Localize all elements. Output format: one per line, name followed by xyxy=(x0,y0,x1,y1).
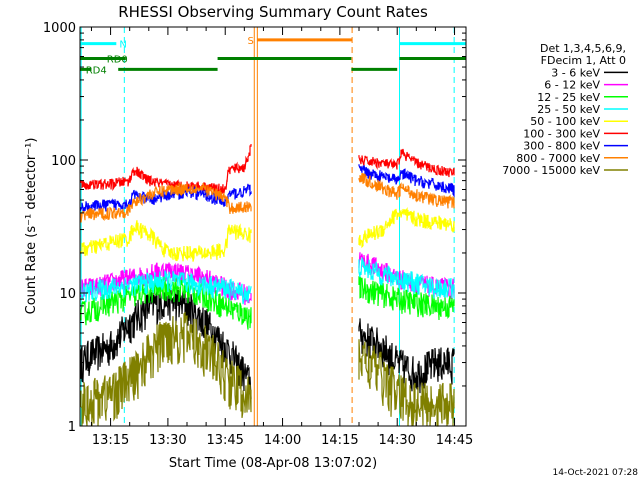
series-4-line xyxy=(80,257,455,305)
x-tick-label-1: 13:15 xyxy=(92,433,129,448)
series-1-line xyxy=(80,283,455,400)
y-axis-label: Count Rate (s⁻¹ detector⁻¹) xyxy=(24,138,39,315)
legend-entry-label-4: 25 - 50 keV xyxy=(537,103,600,116)
y-tick-label-2: 10 xyxy=(59,287,76,302)
legend-header-2: FDecim 1, Att 0 xyxy=(541,54,626,67)
legend-entry-label-8: 800 - 7000 keV xyxy=(516,152,600,165)
legend-entry-label-7: 300 - 800 keV xyxy=(523,140,600,153)
series-5-line xyxy=(80,207,455,262)
x-tick-label-4: 14:00 xyxy=(264,433,301,448)
status-bar-label-rd0: RD0 xyxy=(107,54,128,65)
legend-entry-label-1: 3 - 6 keV xyxy=(551,66,600,79)
x-tick-label-2: 13:30 xyxy=(149,433,186,448)
legend-entry-label-6: 100 - 300 keV xyxy=(523,127,600,140)
status-bar-label-rd4: RD4 xyxy=(86,65,107,76)
series-8-line xyxy=(80,173,455,223)
legend-entry-label-3: 12 - 25 keV xyxy=(537,91,600,104)
axes-layer: 13:15 13:30 13:45 14:00 14:15 14:30 14:45 1 10 10… xyxy=(43,21,473,448)
legend-header-1: Det 1,3,4,5,6,9, xyxy=(540,42,626,55)
timestamp: 14-Oct-2021 07:28 xyxy=(553,468,639,478)
x-tick-label-5: 14:15 xyxy=(321,433,358,448)
status-bar-label-s: S xyxy=(248,36,254,47)
x-tick-label-3: 13:45 xyxy=(206,433,243,448)
y-tick-label-3: 100 xyxy=(51,154,76,169)
y-tick-label-4: 1000 xyxy=(43,21,76,36)
legend-entry-label-9: 7000 - 15000 keV xyxy=(502,164,600,177)
series-9-line xyxy=(80,311,455,427)
series-6-line xyxy=(80,144,455,195)
status-bar-label-n: N xyxy=(119,40,126,51)
x-tick-label-6: 14:30 xyxy=(378,433,415,448)
legend-entry-label-2: 6 - 12 keV xyxy=(544,79,600,92)
legend-entry-label-5: 50 - 100 keV xyxy=(530,115,600,128)
x-axis-label: Start Time (08-Apr-08 13:07:02) xyxy=(169,456,377,471)
chart-title: RHESSI Observing Summary Count Rates xyxy=(118,3,428,21)
series-3-line xyxy=(80,276,455,330)
legend: Det 1,3,4,5,6,9,FDecim 1, Att 03 - 6 keV… xyxy=(502,42,628,177)
plot-frame xyxy=(79,26,467,427)
y-tick-label-1: 1 xyxy=(68,420,76,435)
x-tick-label-7: 14:45 xyxy=(436,433,473,448)
